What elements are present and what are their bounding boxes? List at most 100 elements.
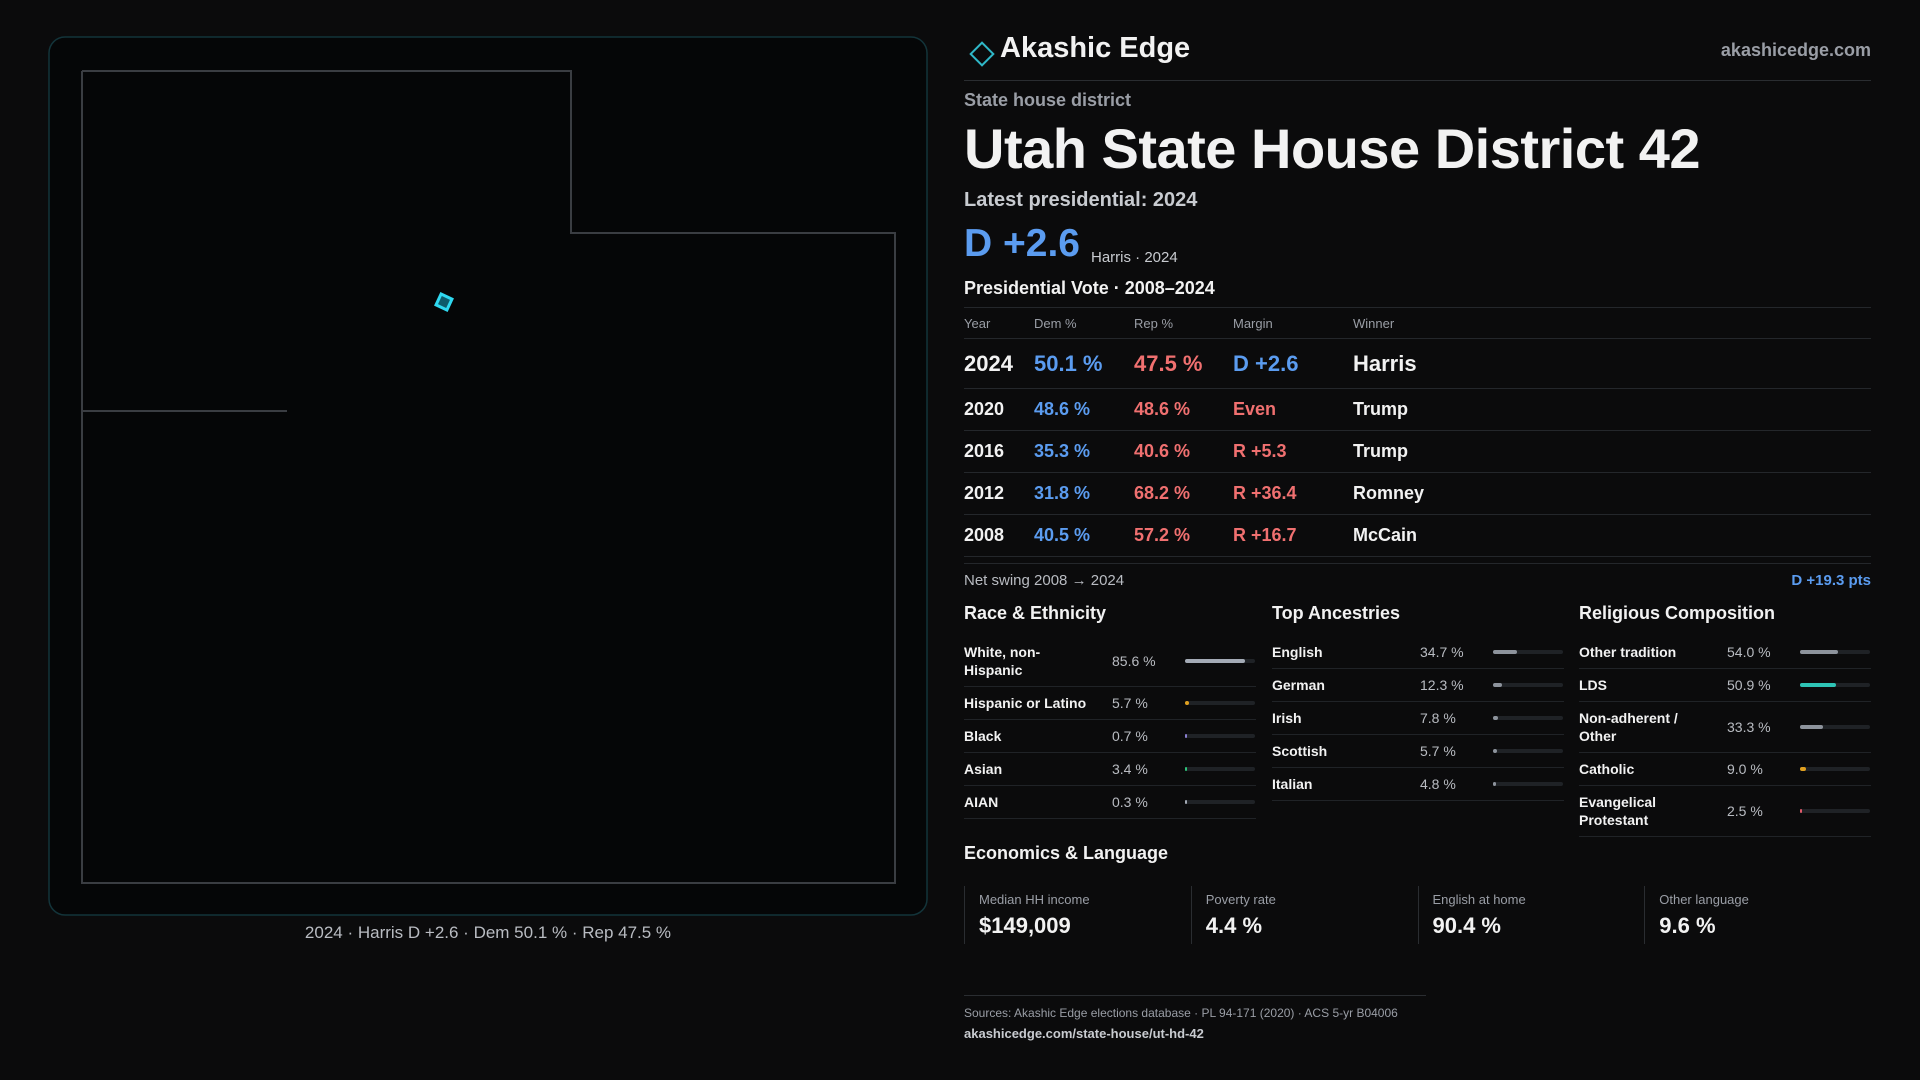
table-cell: 40.5 % bbox=[1034, 525, 1091, 545]
divider bbox=[964, 80, 1871, 81]
vote-title: Presidential Vote · 2008–2024 bbox=[964, 278, 1215, 298]
bar bbox=[1185, 659, 1245, 663]
table-cell: R +36.4 bbox=[1233, 483, 1297, 503]
stat-value: 9.0 % bbox=[1727, 761, 1763, 777]
stat-row: Scottish 5.7 % bbox=[1272, 735, 1564, 768]
district-title: Utah State House District 42 bbox=[964, 117, 1700, 180]
stat-name: AIAN bbox=[964, 794, 999, 810]
margin-note: Harris · 2024 bbox=[1091, 249, 1178, 266]
bar-track bbox=[1185, 701, 1255, 705]
stat-value: 85.6 % bbox=[1112, 653, 1156, 669]
source-url[interactable]: akashicedge.com/state-house/ut-hd-42 bbox=[964, 1026, 1204, 1041]
stat-value: 54.0 % bbox=[1727, 644, 1771, 660]
stat-value: 7.8 % bbox=[1420, 710, 1456, 726]
bar bbox=[1493, 782, 1497, 786]
econ-cards: Median HH income $149,009 Poverty rate 4.4 … bbox=[964, 886, 1871, 944]
econ-title: Economics & Language bbox=[964, 843, 1169, 863]
column-header: Dem % bbox=[1034, 315, 1077, 331]
section-title: Religious Composition bbox=[1579, 603, 1775, 623]
table-cell: D +2.6 bbox=[1233, 350, 1299, 376]
stat-name: Hispanic or Latino bbox=[964, 695, 1087, 711]
column-header: Year bbox=[964, 315, 991, 331]
divider bbox=[964, 995, 1426, 996]
card-value: $149,009 bbox=[979, 913, 1071, 938]
map-caption: 2024 · Harris D +2.6 · Dem 50.1 % · Rep … bbox=[304, 923, 672, 942]
stat-row: English 34.7 % bbox=[1272, 636, 1564, 669]
sources: Sources: Akashic Edge elections database… bbox=[964, 1006, 1398, 1020]
card-label: Median HH income bbox=[979, 892, 1090, 907]
bar bbox=[1493, 683, 1502, 687]
table-row: 2008 40.5 % 57.2 % R +16.7 McCain bbox=[964, 514, 1871, 556]
stat-name: Non-adherent / Other bbox=[1579, 710, 1678, 744]
stat-name: Italian bbox=[1272, 776, 1313, 792]
stat-row: Black 0.7 % bbox=[964, 720, 1256, 753]
card-label: Other language bbox=[1659, 892, 1749, 907]
table-cell: 57.2 % bbox=[1134, 525, 1191, 545]
table-cell: R +5.3 bbox=[1233, 441, 1287, 461]
table-cell: 47.5 % bbox=[1134, 350, 1203, 376]
swing-label: Net swing 2008 → 2024 bbox=[964, 572, 1125, 589]
stat-row: Evangelical Protestant 2.5 % bbox=[1579, 786, 1871, 837]
bar-track bbox=[1493, 782, 1563, 786]
stat-row: LDS 50.9 % bbox=[1579, 669, 1871, 702]
table-cell: 2016 bbox=[964, 441, 1005, 461]
table-cell: Romney bbox=[1353, 483, 1425, 503]
race-section: Race & Ethnicity White, non-Hispanic 85.6 … bbox=[964, 600, 1256, 819]
bar-track bbox=[1185, 734, 1255, 738]
column-header: Winner bbox=[1353, 315, 1395, 331]
table-row: 2020 48.6 % 48.6 % Even Trump bbox=[964, 388, 1871, 430]
table-cell: 35.3 % bbox=[1034, 441, 1091, 461]
stat-value: 12.3 % bbox=[1420, 677, 1464, 693]
stat-value: 33.3 % bbox=[1727, 719, 1771, 735]
stat-value: 3.4 % bbox=[1112, 761, 1148, 777]
district-marker[interactable] bbox=[434, 292, 454, 312]
ancestry-section: Top Ancestries English 34.7 % German 12.3 % I… bbox=[1272, 600, 1564, 801]
section-title: Top Ancestries bbox=[1272, 603, 1401, 623]
table-cell: 50.1 % bbox=[1034, 350, 1103, 376]
stat-row: Catholic 9.0 % bbox=[1579, 753, 1871, 786]
bar bbox=[1185, 767, 1188, 771]
column-header: Margin bbox=[1233, 315, 1273, 331]
card-label: Poverty rate bbox=[1205, 892, 1276, 907]
stat-name: German bbox=[1272, 677, 1325, 693]
info-panel: Akashic Edge akashicedge.com State house… bbox=[964, 0, 1871, 1080]
logo bbox=[969, 41, 995, 67]
stat-card: Median HH income $149,009 bbox=[964, 886, 1191, 944]
table-cell: Harris bbox=[1353, 350, 1417, 376]
column-header: Rep % bbox=[1134, 315, 1174, 331]
bar bbox=[1800, 650, 1838, 654]
stat-name: Other tradition bbox=[1579, 644, 1677, 660]
stat-value: 34.7 % bbox=[1420, 644, 1464, 660]
bar-track bbox=[1800, 809, 1870, 813]
stat-name: English bbox=[1272, 644, 1323, 660]
site-link[interactable]: akashicedge.com bbox=[1720, 40, 1871, 60]
table-cell: 31.8 % bbox=[1034, 483, 1091, 503]
state-outline bbox=[81, 70, 896, 884]
bar bbox=[1493, 650, 1518, 654]
table-cell: 2012 bbox=[964, 483, 1005, 503]
bar-track bbox=[1493, 650, 1563, 654]
stat-name: Evangelical Protestant bbox=[1579, 794, 1657, 828]
stat-row: Italian 4.8 % bbox=[1272, 768, 1564, 801]
bar-track bbox=[1493, 716, 1563, 720]
stat-row: Other tradition 54.0 % bbox=[1579, 636, 1871, 669]
stat-row: Asian 3.4 % bbox=[964, 753, 1256, 786]
stat-name: LDS bbox=[1579, 677, 1607, 693]
stat-row: Hispanic or Latino 5.7 % bbox=[964, 687, 1256, 720]
table-row: 2024 50.1 % 47.5 % D +2.6 Harris bbox=[964, 338, 1871, 388]
stat-row: White, non-Hispanic 85.6 % bbox=[964, 636, 1256, 687]
map bbox=[48, 36, 928, 916]
divider bbox=[964, 556, 1871, 564]
stat-name: Asian bbox=[964, 761, 1003, 777]
swing: Net swing 2008 → 2024 D +19.3 pts bbox=[964, 572, 1871, 589]
bar-track bbox=[1185, 767, 1255, 771]
stat-row: AIAN 0.3 % bbox=[964, 786, 1256, 819]
stat-value: 50.9 % bbox=[1727, 677, 1771, 693]
stat-row: Irish 7.8 % bbox=[1272, 702, 1564, 735]
stat-card: Other language 9.6 % bbox=[1644, 886, 1871, 944]
bar bbox=[1185, 701, 1189, 705]
table-cell: Trump bbox=[1353, 441, 1409, 461]
table-cell: Even bbox=[1233, 399, 1277, 419]
